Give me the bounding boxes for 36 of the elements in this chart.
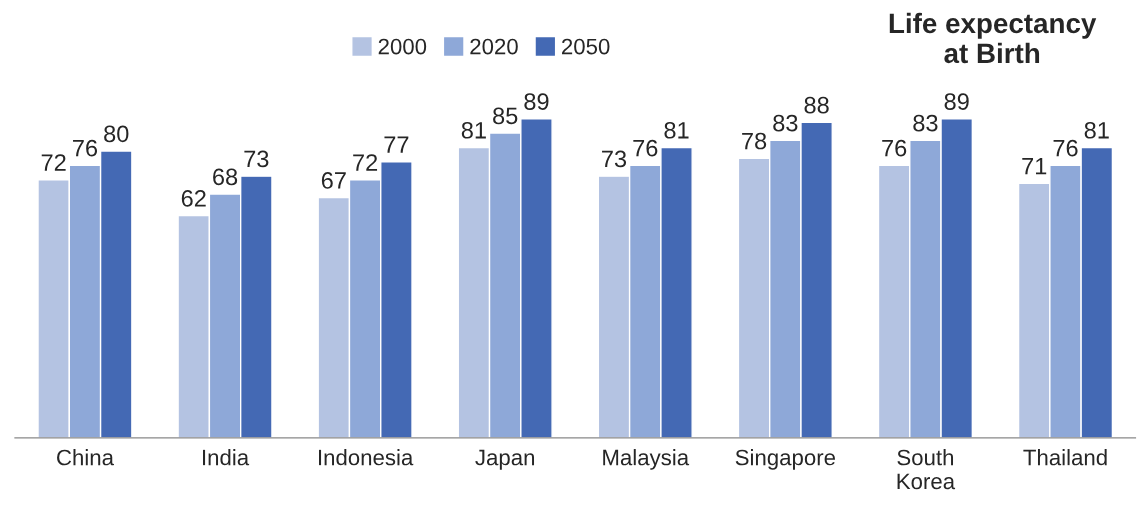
data-label: 83 [773,114,798,132]
data-label: 76 [882,139,907,157]
x-tick-label: Indonesia [318,449,414,466]
data-label: 62 [181,190,206,207]
x-tick-label: Malaysia [603,449,690,470]
data-label: 72 [41,154,66,171]
data-label: 73 [602,150,627,168]
legend-label: 2000 [378,38,427,55]
data-label: 80 [104,125,129,143]
data-label: 71 [1022,158,1047,175]
data-label: 77 [384,136,409,153]
data-label: 76 [1053,139,1078,157]
data-label: 72 [353,154,378,171]
data-label: 81 [1084,121,1109,139]
x-tick-label: Thailand [1023,449,1107,466]
data-label: 76 [633,139,658,157]
data-label: 89 [944,93,969,110]
data-label: 67 [321,172,346,189]
data-label: 78 [742,132,767,150]
data-label: 76 [73,139,98,157]
data-label: 81 [461,121,486,139]
x-tick-label: India [202,449,250,466]
data-label: 89 [524,93,549,110]
data-label: 81 [664,121,689,139]
x-tick-label: South Korea [897,449,956,490]
legend-label: 2050 [562,38,610,55]
data-label: 68 [213,168,238,186]
x-tick-label: Singapore [735,449,836,470]
data-label: 73 [244,150,269,168]
x-tick-label: China [57,449,114,466]
chart-title: Life expectancy at Birth [889,12,1097,64]
legend-label: 2020 [470,38,518,55]
x-tick-label: Japan [475,449,535,470]
data-label: 88 [804,96,829,114]
data-label: 85 [493,107,518,125]
data-label: 83 [913,114,938,132]
